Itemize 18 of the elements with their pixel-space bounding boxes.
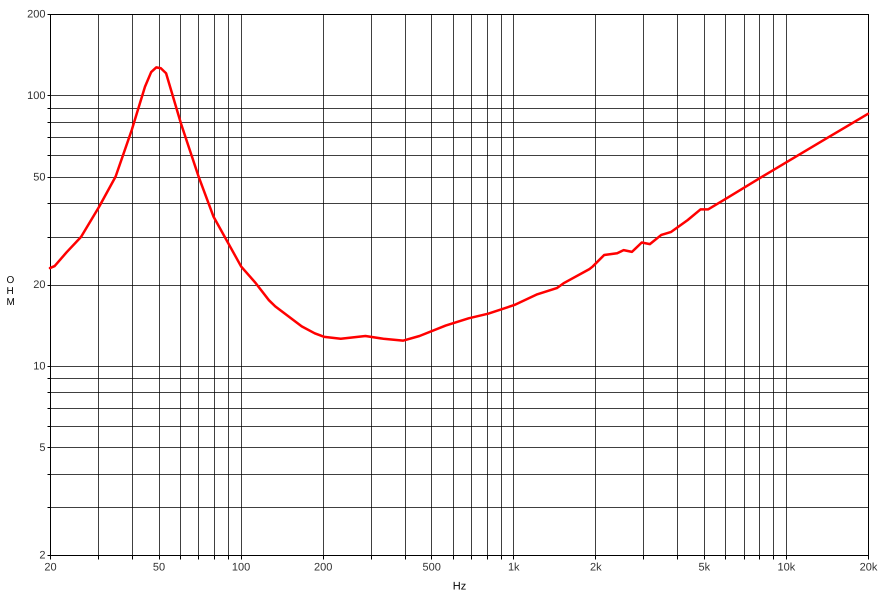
x-tick-label: 1k xyxy=(508,562,520,574)
x-tick-label: 2k xyxy=(590,562,602,574)
y-axis-title: OHM xyxy=(6,275,15,308)
y-tick-label: 20 xyxy=(33,279,46,291)
x-tick-label: 10k xyxy=(778,562,796,574)
x-axis-title: Hz xyxy=(452,580,466,592)
y-tick-label: 5 xyxy=(39,442,46,454)
x-tick-label: 100 xyxy=(232,562,250,574)
x-tick-label: 50 xyxy=(152,562,166,574)
y-tick-label: 2 xyxy=(39,550,46,562)
x-tick-label: 200 xyxy=(314,562,332,574)
x-tick-label: 5k xyxy=(698,562,711,574)
x-tick-label: 500 xyxy=(422,562,441,574)
y-tick-label: 200 xyxy=(27,8,46,20)
y-tick-label: 100 xyxy=(27,90,46,102)
y-tick-label: 50 xyxy=(33,171,46,184)
x-tick-label: 20k xyxy=(860,562,878,574)
y-tick-label: 10 xyxy=(33,360,46,372)
